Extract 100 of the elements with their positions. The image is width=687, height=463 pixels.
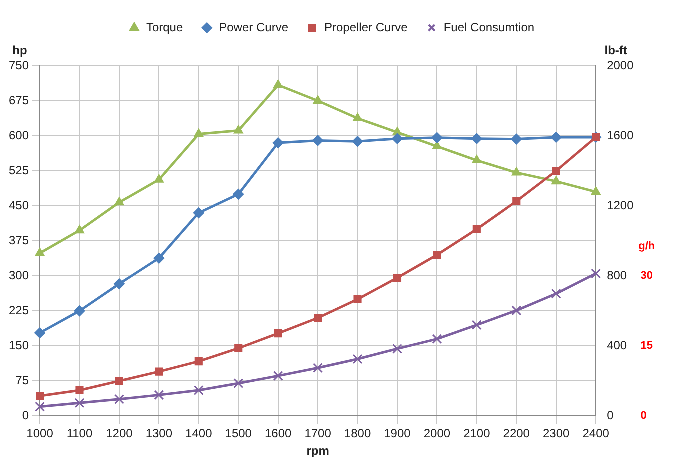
y-tick-label: 300 xyxy=(8,268,30,282)
point xyxy=(35,248,45,256)
y-tick-label: 675 xyxy=(8,93,30,108)
point xyxy=(274,330,282,338)
x-tick-label: 1000 xyxy=(26,426,54,441)
point xyxy=(194,128,204,138)
point xyxy=(314,314,322,322)
y2-tick-label: 800 xyxy=(607,268,628,282)
x-tick-label: 2300 xyxy=(543,426,570,441)
x-tick-label: 1500 xyxy=(225,426,252,441)
point xyxy=(471,133,482,144)
point xyxy=(591,186,601,196)
point xyxy=(234,378,244,389)
y-tick-label: 750 xyxy=(8,58,30,72)
point xyxy=(34,328,46,339)
point xyxy=(194,358,203,366)
point xyxy=(114,394,124,404)
y2-tick-label: 2000 xyxy=(607,58,634,72)
point xyxy=(76,386,84,395)
point xyxy=(512,306,522,316)
point xyxy=(352,354,363,364)
point xyxy=(36,392,44,400)
point xyxy=(114,278,125,290)
point xyxy=(552,167,560,176)
x-tick-label: 2000 xyxy=(424,426,451,441)
y3-tick-label: 0 xyxy=(640,410,647,422)
legend-label: Fuel Consumtion xyxy=(444,20,535,34)
point xyxy=(472,155,482,164)
point xyxy=(392,133,403,144)
point xyxy=(193,208,204,219)
y2-axis-title: lb-ft xyxy=(604,43,628,58)
y2-tick-label: 1200 xyxy=(607,198,634,212)
point xyxy=(154,174,164,183)
legend-label: Torque xyxy=(146,20,184,34)
point xyxy=(154,252,165,264)
point xyxy=(512,197,521,206)
point xyxy=(234,125,244,134)
point xyxy=(274,80,284,88)
legend-label: Power Curve xyxy=(219,20,289,34)
x-tick-label: 1300 xyxy=(146,426,173,441)
y-tick-label: 375 xyxy=(8,233,30,248)
point xyxy=(392,127,402,136)
point xyxy=(313,96,323,104)
point xyxy=(115,377,124,386)
point xyxy=(74,225,85,234)
point xyxy=(74,306,86,317)
point xyxy=(392,344,402,354)
y-tick-label: 225 xyxy=(8,303,30,318)
legend-label: Propeller Curve xyxy=(324,20,408,34)
point xyxy=(154,390,164,400)
point xyxy=(74,398,85,408)
y2-tick-label: 1600 xyxy=(607,128,634,142)
y3-tick-label: 15 xyxy=(640,340,654,352)
x-tick-label: 2400 xyxy=(582,426,610,441)
x-tick-label: 1200 xyxy=(106,426,134,441)
point xyxy=(35,402,46,412)
y-tick-label: 525 xyxy=(8,163,30,178)
point xyxy=(352,136,364,148)
x-tick-label: 1800 xyxy=(344,426,372,441)
point xyxy=(472,320,482,330)
y-tick-label: 0 xyxy=(22,408,30,423)
x-tick-label: 2100 xyxy=(464,426,491,441)
y3-axis-title: g/h xyxy=(638,240,656,253)
y3-tick-label: 30 xyxy=(640,270,654,282)
y-tick-label: 450 xyxy=(8,198,30,212)
point xyxy=(155,368,164,376)
x-tick-label: 1700 xyxy=(304,426,332,441)
point xyxy=(273,371,284,382)
y-axis-title: hp xyxy=(12,43,28,58)
point xyxy=(432,141,442,150)
x-tick-label: 2200 xyxy=(503,426,530,441)
x-axis-title: rpm xyxy=(306,444,330,458)
point xyxy=(272,138,284,149)
y2-tick-label: 0 xyxy=(607,408,614,423)
point xyxy=(194,386,204,396)
point xyxy=(432,132,443,144)
point xyxy=(551,288,562,299)
point xyxy=(312,135,324,146)
point xyxy=(432,334,442,344)
x-tick-label: 1600 xyxy=(264,426,292,441)
point xyxy=(354,295,362,304)
point xyxy=(393,274,402,282)
point xyxy=(234,344,243,353)
point xyxy=(550,132,562,143)
y-tick-label: 600 xyxy=(8,128,30,142)
point xyxy=(512,167,522,176)
x-tick-label: 1400 xyxy=(186,426,213,441)
y2-tick-label: 400 xyxy=(607,338,628,352)
x-tick-label: 1900 xyxy=(384,426,412,441)
point xyxy=(433,251,442,260)
point xyxy=(233,188,244,200)
point xyxy=(313,363,324,374)
point xyxy=(511,134,522,145)
point xyxy=(114,197,124,206)
point xyxy=(352,113,363,122)
y-tick-label: 150 xyxy=(8,338,30,352)
point xyxy=(472,225,481,234)
y-tick-label: 75 xyxy=(16,373,30,388)
point xyxy=(591,268,602,279)
point xyxy=(552,176,562,185)
